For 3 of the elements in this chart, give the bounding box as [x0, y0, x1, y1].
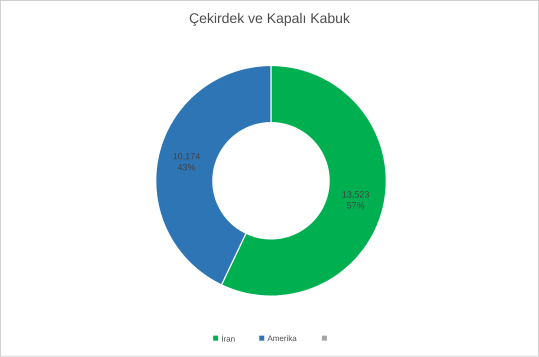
chart-title: Çekirdek ve Kapalı Kabuk	[190, 13, 350, 26]
data-label: 10,174 43%	[173, 153, 200, 171]
data-label: 13,523 57%	[342, 191, 369, 209]
